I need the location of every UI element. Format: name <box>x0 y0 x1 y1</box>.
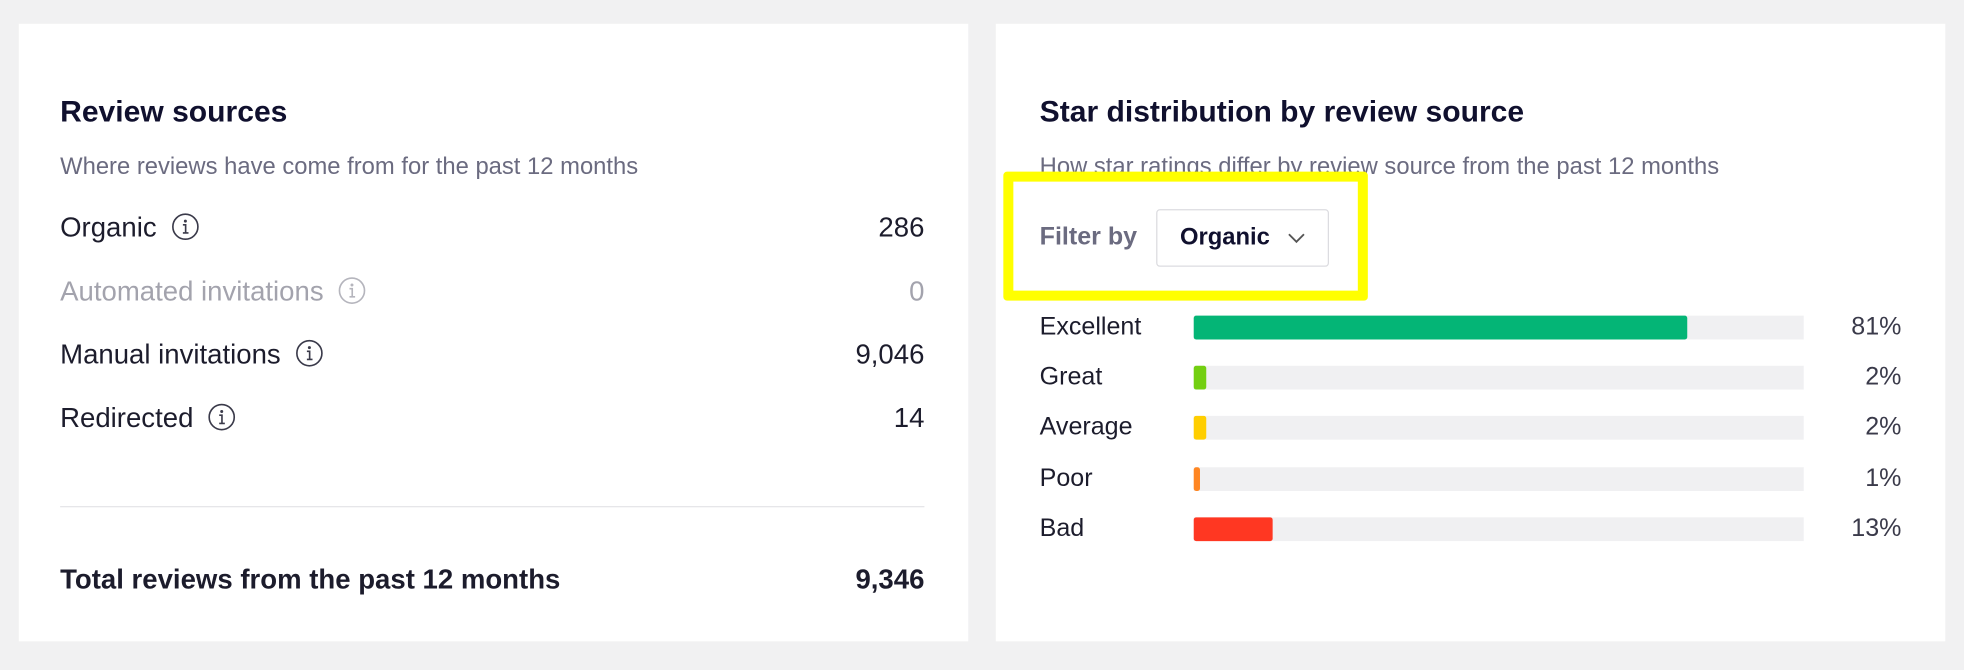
card-title: Star distribution by review source <box>1039 95 1525 130</box>
category-label: Excellent <box>1039 313 1142 341</box>
category-label: Average <box>1039 413 1133 442</box>
bar-track <box>1193 517 1804 541</box>
bar <box>1193 365 1206 390</box>
bar <box>1193 416 1206 441</box>
review-sources-card: Review sources Where reviews have come f… <box>18 23 969 642</box>
bar-track <box>1193 466 1804 491</box>
star-distribution-card: Star distribution by review source How s… <box>995 23 1946 642</box>
info-icon[interactable] <box>338 276 366 304</box>
filter-dropdown[interactable]: Organic <box>1156 209 1330 267</box>
source-label: Organic <box>60 211 157 244</box>
chevron <box>1288 233 1305 244</box>
info-icon[interactable] <box>296 339 324 367</box>
bar-track <box>1193 365 1804 390</box>
total-value: 9,346 <box>855 563 925 595</box>
category-label: Bad <box>1039 514 1085 543</box>
source-label: Redirected <box>60 401 194 433</box>
divider <box>60 506 925 508</box>
card-title: Review sources <box>60 95 288 130</box>
value-label: 1% <box>1865 464 1902 492</box>
filter-label: Filter by <box>1039 222 1138 251</box>
bar <box>1193 315 1688 340</box>
source-value: 9,046 <box>855 338 925 370</box>
source-value: 0 <box>909 274 925 307</box>
source-value: 14 <box>893 401 925 433</box>
source-value: 286 <box>878 211 925 244</box>
card-subtitle: Where reviews have come from for the pas… <box>60 154 639 181</box>
bar <box>1193 517 1274 541</box>
bar-track <box>1193 416 1804 441</box>
highlight-box <box>1003 171 1368 301</box>
source-label: Manual invitations <box>60 338 281 370</box>
value-label: 2% <box>1865 413 1902 442</box>
value-label: 13% <box>1851 514 1902 543</box>
value-label: 2% <box>1865 363 1902 392</box>
bar <box>1193 466 1200 491</box>
info-icon[interactable] <box>208 403 236 431</box>
bar-track <box>1193 315 1804 340</box>
total-label: Total reviews from the past 12 months <box>60 563 561 595</box>
value-label: 81% <box>1851 313 1902 341</box>
category-label: Poor <box>1039 464 1093 492</box>
info-icon[interactable] <box>172 213 200 241</box>
category-label: Great <box>1039 363 1103 392</box>
source-label: Automated invitations <box>60 274 324 307</box>
dropdown-value: Organic <box>1179 224 1270 251</box>
